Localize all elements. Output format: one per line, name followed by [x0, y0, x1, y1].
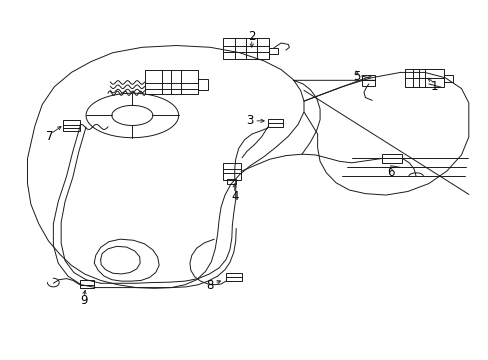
Text: 4: 4 — [230, 190, 238, 203]
Text: 2: 2 — [247, 30, 255, 43]
Text: 9: 9 — [80, 294, 87, 307]
Text: 8: 8 — [206, 279, 214, 292]
Text: 3: 3 — [245, 114, 253, 127]
Text: 6: 6 — [386, 166, 394, 179]
Text: 7: 7 — [45, 130, 53, 144]
Text: 1: 1 — [430, 80, 438, 93]
Text: 5: 5 — [352, 69, 360, 82]
